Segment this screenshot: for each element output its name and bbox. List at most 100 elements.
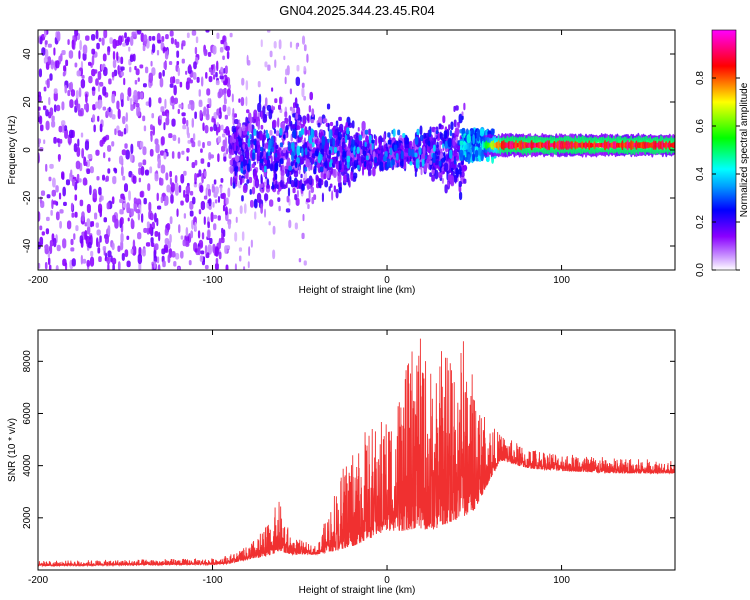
heatmap-cell — [364, 129, 369, 135]
heatmap-cell — [38, 142, 41, 148]
heatmap-cell — [191, 219, 194, 230]
heatmap-cell — [167, 254, 171, 264]
heatmap-cell — [232, 159, 237, 169]
heatmap-cell — [186, 156, 189, 162]
heatmap-cell — [314, 165, 317, 172]
heatmap-cell — [205, 252, 210, 259]
heatmap-cell — [450, 175, 455, 186]
heatmap-cell — [41, 231, 45, 236]
heatmap-cell — [163, 122, 166, 131]
heatmap-cell — [97, 70, 102, 81]
heatmap-cell — [38, 211, 41, 222]
heatmap-cell — [161, 36, 165, 42]
heatmap-cell — [442, 143, 445, 149]
heatmap-cell — [311, 142, 315, 148]
heatmap-cell — [117, 245, 121, 252]
heatmap-cell — [213, 223, 217, 231]
heatmap-cell — [198, 89, 201, 97]
heatmap-cell — [107, 145, 112, 152]
heatmap-cell — [210, 211, 214, 223]
heatmap-cell — [136, 30, 142, 35]
heatmap-cell — [160, 196, 164, 204]
heatmap-cell — [129, 54, 134, 63]
heatmap-cell — [257, 81, 261, 88]
heatmap-cell — [109, 37, 113, 44]
heatmap-cell — [298, 166, 301, 175]
heatmap-cell — [315, 176, 320, 182]
heatmap-cell — [80, 132, 84, 138]
heatmap-cell — [436, 132, 441, 142]
heatmap-cell — [229, 165, 234, 174]
heatmap-cell — [108, 106, 111, 113]
heatmap-cell — [116, 51, 119, 61]
heatmap-cell — [142, 44, 146, 52]
heatmap-cell — [89, 256, 95, 267]
heatmap-cell — [87, 154, 93, 160]
heatmap-cell — [45, 163, 48, 172]
heatmap-cell — [207, 51, 212, 57]
heatmap-cell — [205, 71, 208, 79]
heatmap-cell — [49, 107, 54, 116]
heatmap-cell — [204, 170, 207, 177]
heatmap-cell — [243, 266, 246, 270]
heatmap-cell — [95, 101, 99, 109]
heatmap-cell — [295, 76, 301, 87]
heatmap-cell — [198, 239, 204, 249]
heatmap-cell — [219, 75, 224, 80]
heatmap-cell — [257, 102, 262, 113]
heatmap-cell — [421, 153, 426, 161]
heatmap-cell — [171, 118, 176, 127]
heatmap-cell — [38, 138, 41, 144]
heatmap-cell — [265, 151, 269, 161]
heatmap-cell — [238, 255, 242, 262]
snr-y-axis: 2000 4000 6000 8000 — [22, 350, 675, 529]
heatmap-cell — [187, 132, 190, 139]
heatmap-cell — [238, 98, 241, 103]
heatmap-cell — [419, 125, 423, 136]
heatmap-cell — [444, 184, 448, 194]
heatmap-cell — [170, 37, 174, 45]
heatmap-cell — [43, 139, 46, 144]
heatmap-cell — [137, 232, 142, 240]
heatmap-cell — [158, 72, 162, 80]
heatmap-cell — [223, 156, 227, 162]
heatmap-cell — [295, 42, 298, 50]
heatmap-cell — [260, 203, 263, 214]
heatmap-cell — [165, 117, 170, 126]
heatmap-cell — [409, 161, 413, 166]
heatmap-cell — [114, 128, 117, 136]
heatmap-cell — [150, 124, 153, 131]
heatmap-cell — [204, 264, 209, 270]
heatmap-cell — [338, 186, 342, 194]
heatmap-cell — [103, 152, 106, 159]
heatmap-cell — [48, 176, 52, 182]
heatmap-cell — [514, 140, 518, 151]
colorbar-ticks: 0.0 0.2 0.4 0.6 0.8 — [695, 71, 740, 277]
heatmap-cell — [317, 122, 321, 128]
heatmap-cell — [264, 208, 267, 218]
heatmap-cell — [203, 49, 208, 57]
heatmap-cell — [438, 123, 442, 128]
heatmap-cell — [208, 204, 212, 210]
heatmap-cell — [182, 124, 187, 130]
heatmap-cell — [174, 183, 178, 192]
heatmap-cell — [403, 159, 407, 167]
heatmap-cell — [286, 195, 290, 203]
heatmap-cell — [427, 141, 431, 147]
heatmap-cell — [266, 158, 271, 169]
heatmap-cell — [302, 151, 306, 159]
heatmap-cell — [124, 249, 129, 258]
heatmap-cell — [226, 88, 231, 98]
heatmap-cell — [191, 141, 196, 148]
heatmap-cell — [142, 248, 146, 257]
heatmap-cell — [414, 152, 418, 158]
heatmap-cell — [321, 136, 326, 147]
heatmap-cell — [153, 261, 156, 270]
heatmap-cell — [237, 162, 241, 168]
heatmap-cell — [458, 181, 462, 188]
heatmap-cell — [147, 183, 151, 191]
heatmap-cell — [453, 119, 457, 128]
snr-x-tick-label: -100 — [203, 575, 223, 586]
heatmap-cell — [38, 106, 41, 111]
heatmap-cell — [234, 155, 240, 162]
